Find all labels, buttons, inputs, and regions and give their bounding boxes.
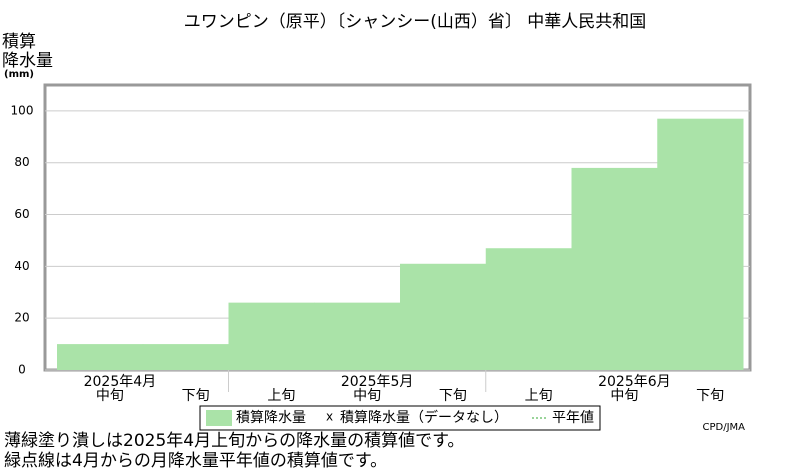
- y-tick-label: 100: [11, 103, 34, 117]
- x-tick-label: 中旬: [353, 388, 381, 404]
- bar: [400, 263, 487, 370]
- y-tick-label: 20: [14, 311, 29, 325]
- y-tick-label: 60: [14, 207, 29, 221]
- y-tick-label: 0: [18, 363, 26, 377]
- bar: [228, 302, 315, 370]
- x-tick-label: 中旬: [96, 388, 124, 404]
- legend-swatch: [206, 410, 232, 426]
- bar: [142, 344, 229, 370]
- note: 緑点線は4月からの月降水量平年値の積算値です。: [4, 451, 387, 470]
- y-tick-label: 80: [14, 155, 29, 169]
- bar: [571, 167, 658, 370]
- legend-label: 積算降水量（データなし）: [340, 409, 508, 426]
- x-tick-label: 下旬: [182, 388, 210, 404]
- y-tick-label: 40: [14, 259, 29, 273]
- legend-label: 平年値: [552, 410, 594, 426]
- month-label: 2025年6月: [598, 374, 671, 390]
- x-tick-label: 中旬: [610, 388, 638, 404]
- chart-title: ユワンピン（原平）〔シャンシー(山西）省〕 中華人民共和国: [184, 12, 647, 32]
- credit: CPD/JMA: [703, 422, 746, 433]
- legend-symbol: x: [326, 410, 333, 424]
- x-tick-label: 上旬: [267, 388, 295, 404]
- bar: [314, 302, 401, 370]
- legend-label: 積算降水量: [236, 410, 306, 426]
- y-axis-label: 積算: [2, 32, 36, 52]
- bar: [57, 344, 144, 370]
- y-axis-label: (mm): [4, 69, 34, 80]
- x-tick-label: 下旬: [696, 388, 724, 404]
- x-tick-label: 上旬: [525, 388, 553, 404]
- bar: [485, 248, 572, 370]
- month-label: 2025年4月: [84, 374, 157, 390]
- note: 薄緑塗り潰しは2025年4月上旬からの降水量の積算値です。: [4, 430, 464, 451]
- bar: [657, 118, 744, 370]
- month-label: 2025年5月: [341, 374, 414, 390]
- y-axis-label: 降水量: [2, 51, 53, 71]
- x-tick-label: 下旬: [439, 388, 467, 404]
